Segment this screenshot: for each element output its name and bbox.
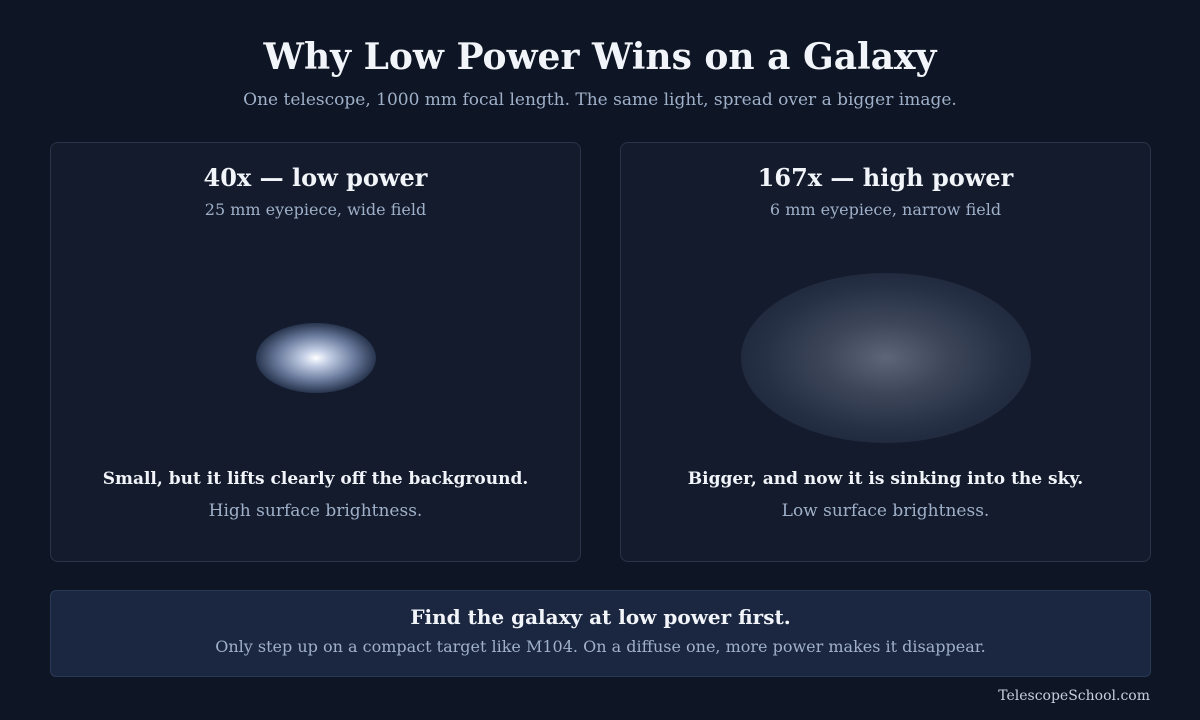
panel-note: Low surface brightness. [781, 501, 990, 521]
panel-heading: 167x — high power [757, 163, 1014, 192]
title: Why Low Power Wins on a Galaxy [263, 36, 937, 78]
panel-subheading: 6 mm eyepiece, narrow field [769, 200, 1002, 219]
panel-caption: Bigger, and now it is sinking into the s… [687, 469, 1084, 489]
panel-subheading: 25 mm eyepiece, wide field [204, 200, 427, 219]
panel: 167x — high power 6 mm eyepiece, narrow … [620, 142, 1151, 562]
callout: Find the galaxy at low power first. Only… [50, 590, 1151, 677]
panel-note: High surface brightness. [208, 501, 423, 521]
panel-heading: 40x — low power [203, 163, 428, 192]
callout-title: Find the galaxy at low power first. [410, 605, 791, 629]
callout-text: Only step up on a compact target like M1… [215, 637, 986, 656]
galaxy-large [741, 273, 1031, 443]
footer: TelescopeSchool.com [998, 688, 1150, 704]
panel-caption: Small, but it lifts clearly off the back… [102, 469, 529, 489]
panel: 40x — low power 25 mm eyepiece, wide fie… [50, 142, 581, 562]
galaxy-small [256, 323, 376, 393]
subtitle: One telescope, 1000 mm focal length. The… [243, 90, 957, 110]
